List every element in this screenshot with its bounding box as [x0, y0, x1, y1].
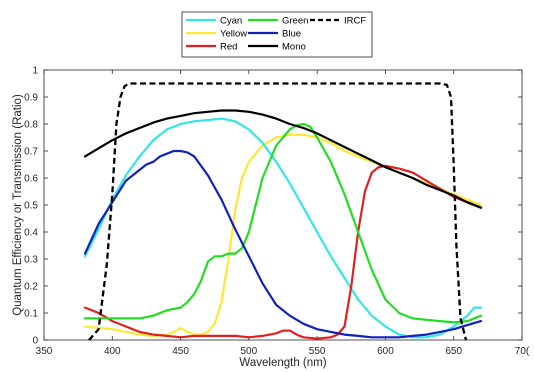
- axis-ticks: 350 400 450 500 550 600 650 70( 0 0.1 0.2 0.3 0.4 0.5…: [24, 66, 530, 358]
- legend-label-ircf: IRCF: [344, 16, 366, 27]
- legend-label-green: Green: [282, 16, 308, 27]
- y-tick-label: 0.1: [24, 309, 38, 320]
- series-line-mono: [83, 109, 483, 209]
- y-tick-label: 0.7: [24, 147, 38, 158]
- legend: Cyan Yellow Red Green Blue Mono IRCF: [181, 11, 373, 58]
- y-tick-label: 0.8: [24, 120, 38, 131]
- x-tick-label: 500: [241, 346, 258, 357]
- y-tick-label: 0.6: [24, 174, 38, 185]
- y-tick-label: 0.3: [24, 255, 38, 266]
- x-tick-label: 70(: [515, 346, 530, 357]
- y-tick-label: 0.9: [24, 93, 38, 104]
- series-line-red: [83, 164, 483, 340]
- series-line-ircf: [88, 82, 468, 341]
- y-tick-label: 0.4: [24, 228, 38, 239]
- legend-label-cyan: Cyan: [220, 16, 242, 27]
- x-tick-label: 350: [36, 346, 53, 357]
- x-tick-label: 650: [445, 346, 462, 357]
- x-tick-label: 400: [104, 346, 121, 357]
- series-line-green: [83, 122, 483, 324]
- legend-label-red: Red: [220, 42, 237, 53]
- legend-label-yellow: Yellow: [220, 29, 247, 40]
- legend-label-mono: Mono: [282, 42, 306, 53]
- series-line-blue: [83, 149, 483, 339]
- legend-label-blue: Blue: [282, 29, 301, 40]
- y-tick-label: 0: [32, 336, 38, 347]
- series-line-cyan: [83, 117, 483, 339]
- y-axis-title: Quantum Efficiency or Transmission (Rati…: [12, 94, 24, 316]
- x-tick-label: 600: [377, 346, 394, 357]
- y-tick-label: 0.2: [24, 282, 38, 293]
- x-tick-label: 450: [172, 346, 189, 357]
- x-tick-label: 550: [309, 346, 326, 357]
- y-tick-label: 1: [32, 66, 38, 77]
- y-tick-label: 0.5: [24, 201, 38, 212]
- x-axis-title: Wavelength (nm): [239, 357, 326, 369]
- series-layer: [83, 82, 483, 341]
- plot-area: [43, 69, 523, 341]
